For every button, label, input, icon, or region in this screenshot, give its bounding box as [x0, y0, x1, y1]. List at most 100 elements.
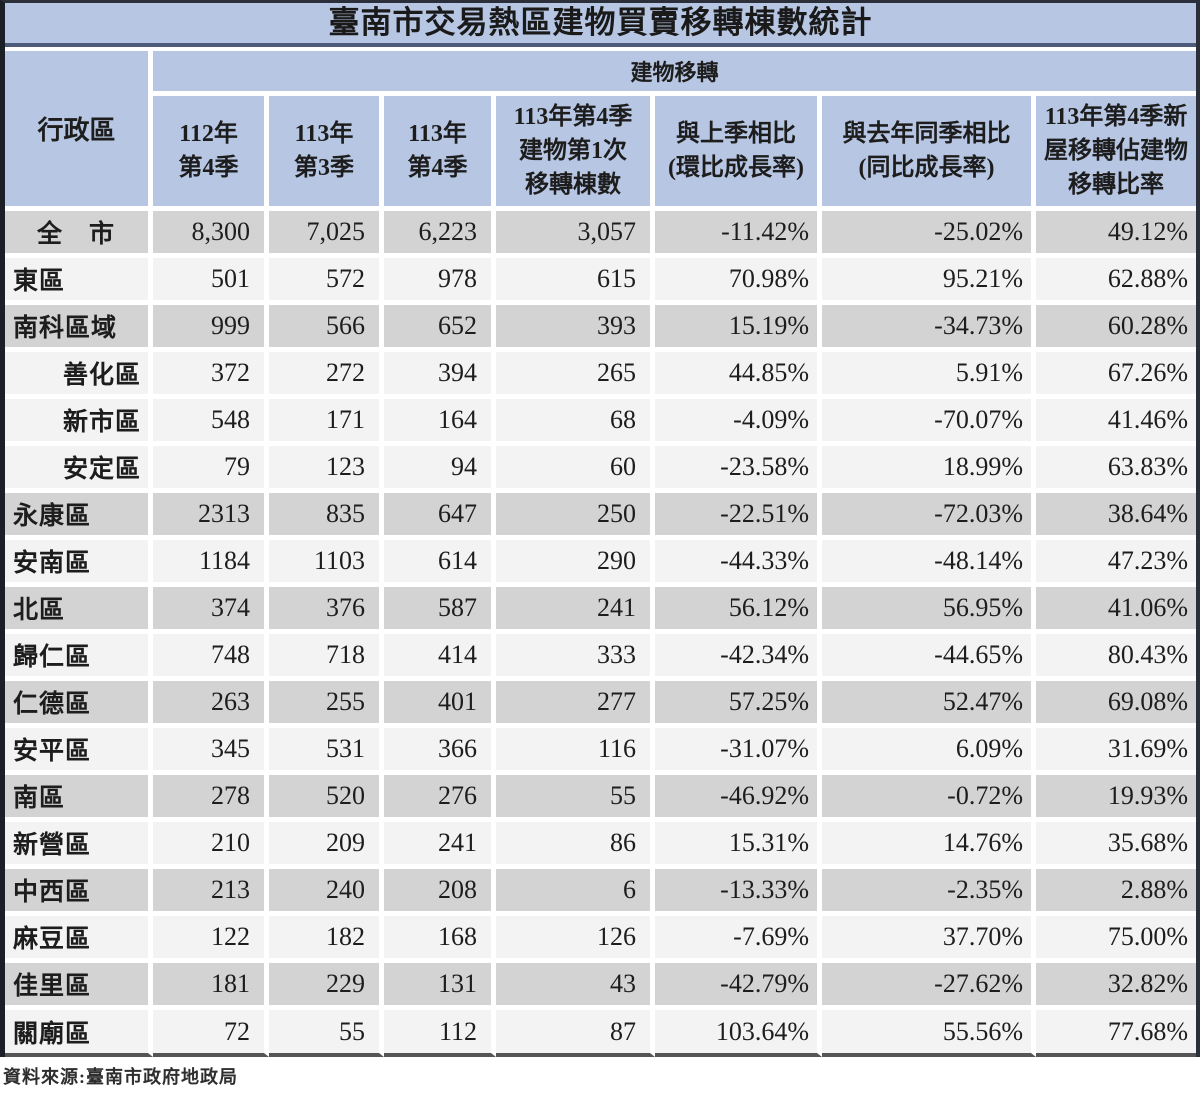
value-cell: -72.03%: [822, 493, 1036, 540]
value-cell: 272: [269, 352, 384, 399]
value-cell: 209: [269, 822, 384, 869]
value-cell: 86: [496, 822, 655, 869]
column-header-cell: 與去年同季相比 (同比成長率): [822, 96, 1036, 211]
value-cell: -42.79%: [655, 963, 822, 1010]
value-cell: 72: [153, 1010, 269, 1057]
value-cell: -25.02%: [822, 211, 1036, 258]
table-row: 中西區 213 240 208 6 -13.33% -2.35% 2.88%: [5, 869, 1197, 916]
value-cell: 5.91%: [822, 352, 1036, 399]
value-cell: 333: [496, 634, 655, 681]
value-cell: 376: [269, 587, 384, 634]
column-header-row: 112年 第4季 113年 第3季 113年 第4季 113年第4季 建物第1次 移轉…: [5, 96, 1197, 211]
district-cell: 新營區: [5, 822, 153, 869]
value-cell: 835: [269, 493, 384, 540]
value-cell: 57.25%: [655, 681, 822, 728]
district-cell: 東區: [5, 258, 153, 305]
value-cell: 14.76%: [822, 822, 1036, 869]
district-cell: 佳里區: [5, 963, 153, 1010]
column-header-cell: 113年 第4季: [384, 96, 496, 211]
district-cell: 北區: [5, 587, 153, 634]
value-cell: 250: [496, 493, 655, 540]
value-cell: -2.35%: [822, 869, 1036, 916]
source-note: 資料來源:臺南市政府地政局: [3, 1067, 238, 1087]
column-header-cell: 113年第4季新 屋移轉佔建物 移轉比率: [1036, 96, 1197, 211]
value-cell: 652: [384, 305, 496, 352]
value-cell: 393: [496, 305, 655, 352]
value-cell: 19.93%: [1036, 775, 1197, 822]
district-cell: 南科區域: [5, 305, 153, 352]
value-cell: 35.68%: [1036, 822, 1197, 869]
value-cell: 241: [496, 587, 655, 634]
value-cell: 55: [496, 775, 655, 822]
table-wrap: 行政區 建物移轉 112年 第4季 113年 第3季 113年 第4季 113年第4季…: [5, 47, 1197, 1057]
value-cell: 55.56%: [822, 1010, 1036, 1057]
value-cell: 8,300: [153, 211, 269, 258]
table-row: 佳里區 181 229 131 43 -42.79% -27.62% 32.82%: [5, 963, 1197, 1010]
value-cell: 56.95%: [822, 587, 1036, 634]
table-row: 南區 278 520 276 55 -46.92% -0.72% 19.93%: [5, 775, 1197, 822]
value-cell: 95.21%: [822, 258, 1036, 305]
value-cell: 112: [384, 1010, 496, 1057]
value-cell: -0.72%: [822, 775, 1036, 822]
value-cell: 47.23%: [1036, 540, 1197, 587]
district-cell: 安定區: [5, 446, 153, 493]
value-cell: 38.64%: [1036, 493, 1197, 540]
value-cell: 372: [153, 352, 269, 399]
value-cell: 748: [153, 634, 269, 681]
value-cell: -34.73%: [822, 305, 1036, 352]
value-cell: 265: [496, 352, 655, 399]
value-cell: -46.92%: [655, 775, 822, 822]
value-cell: 15.31%: [655, 822, 822, 869]
value-cell: 6,223: [384, 211, 496, 258]
value-cell: 614: [384, 540, 496, 587]
value-cell: 978: [384, 258, 496, 305]
value-cell: 37.70%: [822, 916, 1036, 963]
value-cell: -70.07%: [822, 399, 1036, 446]
column-header-cell: 112年 第4季: [153, 96, 269, 211]
column-header-cell: 與上季相比 (環比成長率): [655, 96, 822, 211]
value-cell: 647: [384, 493, 496, 540]
district-cell: 關廟區: [5, 1010, 153, 1057]
value-cell: 44.85%: [655, 352, 822, 399]
district-cell: 歸仁區: [5, 634, 153, 681]
stats-board: 臺南市交易熱區建物買賣移轉棟數統計 行政區 建物移轉: [0, 0, 1200, 1057]
value-cell: 94: [384, 446, 496, 493]
value-cell: 394: [384, 352, 496, 399]
table-row: 仁德區 263 255 401 277 57.25% 52.47% 69.08%: [5, 681, 1197, 728]
value-cell: 374: [153, 587, 269, 634]
value-cell: 1103: [269, 540, 384, 587]
value-cell: 31.69%: [1036, 728, 1197, 775]
table-row: 北區 374 376 587 241 56.12% 56.95% 41.06%: [5, 587, 1197, 634]
district-cell: 新市區: [5, 399, 153, 446]
value-cell: 79: [153, 446, 269, 493]
district-cell: 安南區: [5, 540, 153, 587]
value-cell: 87: [496, 1010, 655, 1057]
value-cell: 168: [384, 916, 496, 963]
value-cell: 6: [496, 869, 655, 916]
value-cell: 69.08%: [1036, 681, 1197, 728]
value-cell: 2.88%: [1036, 869, 1197, 916]
value-cell: -31.07%: [655, 728, 822, 775]
district-cell: 永康區: [5, 493, 153, 540]
value-cell: 3,057: [496, 211, 655, 258]
district-cell: 南區: [5, 775, 153, 822]
value-cell: 241: [384, 822, 496, 869]
value-cell: 6.09%: [822, 728, 1036, 775]
value-cell: 520: [269, 775, 384, 822]
value-cell: 208: [384, 869, 496, 916]
value-cell: 401: [384, 681, 496, 728]
value-cell: 572: [269, 258, 384, 305]
table-row: 全 市 8,300 7,025 6,223 3,057 -11.42% -25.02% 49…: [5, 211, 1197, 258]
value-cell: 116: [496, 728, 655, 775]
value-cell: 414: [384, 634, 496, 681]
column-header-cell: 113年第4季 建物第1次 移轉棟數: [496, 96, 655, 211]
value-cell: 276: [384, 775, 496, 822]
value-cell: 80.43%: [1036, 634, 1197, 681]
value-cell: 278: [153, 775, 269, 822]
table-row: 安平區 345 531 366 116 -31.07% 6.09% 31.69%: [5, 728, 1197, 775]
value-cell: 164: [384, 399, 496, 446]
value-cell: 49.12%: [1036, 211, 1197, 258]
value-cell: -13.33%: [655, 869, 822, 916]
district-cell: 安平區: [5, 728, 153, 775]
table-row: 關廟區 72 55 112 87 103.64% 55.56% 77.68%: [5, 1010, 1197, 1057]
